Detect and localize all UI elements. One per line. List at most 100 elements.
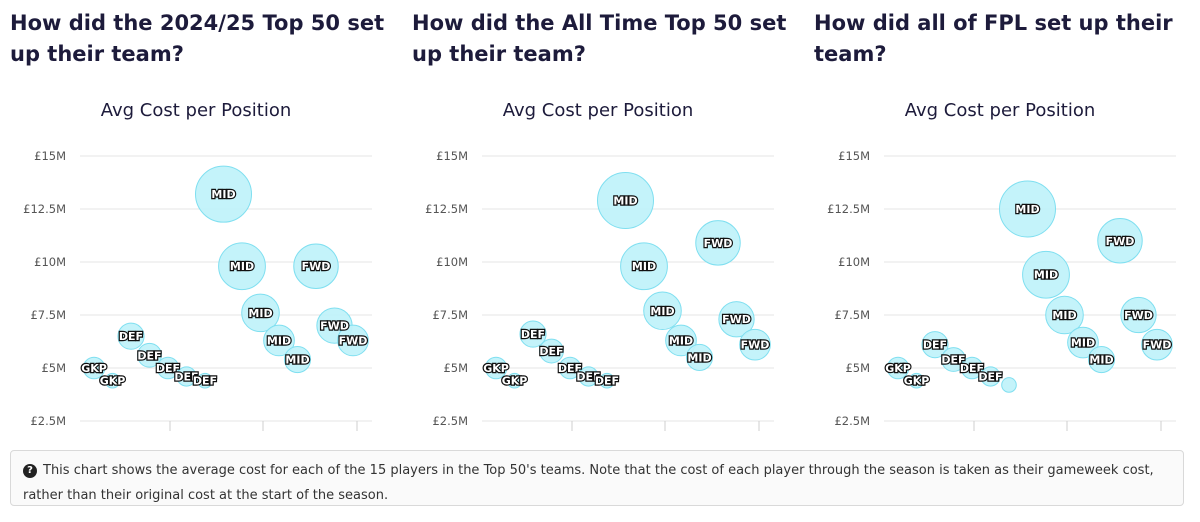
bubble-mid xyxy=(263,324,295,357)
bubble-chart: £15M£12.5M£10M£7.5M£5M£2.5MGKPGKPDEFDEFD… xyxy=(425,149,774,431)
bubble-fwd xyxy=(1097,218,1143,264)
bubble-label: DEF xyxy=(119,330,143,343)
bubble-mid xyxy=(283,345,312,374)
question-circle-icon: ? xyxy=(23,464,37,478)
chart-panel-all-fpl: How did all of FPL set up their team? Av… xyxy=(804,0,1196,440)
bubble-label: MID xyxy=(1089,354,1113,367)
bubble-chart: £15M£12.5M£10M£7.5M£5M£2.5MGKPGKPDEFDEFD… xyxy=(827,149,1176,431)
bubble-label: DEF xyxy=(960,362,984,375)
bubble-mid xyxy=(195,165,252,223)
bubble-mid xyxy=(1067,326,1099,359)
y-tick-label: £12.5M xyxy=(827,202,870,216)
chart-title: Avg Cost per Position xyxy=(502,100,694,121)
bubble-def xyxy=(137,342,162,368)
bubble-fwd xyxy=(293,243,339,289)
y-tick-label: £10M xyxy=(34,255,66,269)
bubble-label: FWD xyxy=(1124,309,1153,322)
bubble-chart: £15M£12.5M£10M£7.5M£5M£2.5MGKPGKPDEFDEFD… xyxy=(23,149,372,431)
bubble-label: MID xyxy=(1071,337,1095,350)
bubble-gkp xyxy=(908,372,925,389)
panel-title: How did all of FPL set up their team? xyxy=(814,11,1173,66)
bubble-gkp xyxy=(82,356,106,380)
y-tick-label: £12.5M xyxy=(425,202,468,216)
bubble-def xyxy=(156,356,180,380)
bubble-label: MID xyxy=(211,188,235,201)
bubble-label: MID xyxy=(669,334,693,347)
bubble-def xyxy=(176,366,197,387)
y-tick-label: £10M xyxy=(838,255,870,269)
bubble-fwd xyxy=(718,301,755,338)
bubble-mid xyxy=(620,242,668,291)
bubble-label: FWD xyxy=(704,237,733,250)
bubble-label: GKP xyxy=(502,375,528,388)
chart-title: Avg Cost per Position xyxy=(100,100,292,121)
bubble-label: FWD xyxy=(741,339,770,352)
bubble-def xyxy=(921,331,949,359)
bubble-label: FWD xyxy=(1143,339,1172,352)
bubble-mid xyxy=(1045,295,1084,335)
bubble-def xyxy=(960,356,984,380)
bubble-def xyxy=(1001,377,1017,393)
bubble-label: DEF xyxy=(174,370,198,383)
bubble-label: MID xyxy=(632,260,656,273)
bubble-label: DEF xyxy=(576,370,600,383)
bubble-label: MID xyxy=(1015,203,1039,216)
bubble-mid xyxy=(685,343,714,371)
bubble-def xyxy=(578,366,599,387)
bubble-label: DEF xyxy=(539,345,563,358)
bubble-def xyxy=(519,320,547,348)
y-tick-label: £5M xyxy=(443,361,468,375)
bubble-fwd xyxy=(337,324,369,357)
bubble-label: FWD xyxy=(339,334,368,347)
bubble-def xyxy=(197,372,213,389)
bubble-label: FWD xyxy=(722,313,751,326)
bubble-mid xyxy=(241,293,280,333)
bubble-label: DEF xyxy=(558,362,582,375)
chart-title: Avg Cost per Position xyxy=(904,100,1096,121)
y-tick-label: £2.5M xyxy=(30,414,66,428)
bubble-mid xyxy=(999,180,1056,238)
bubble-label: GKP xyxy=(885,362,911,375)
bubble-gkp xyxy=(104,372,121,389)
bubble-fwd xyxy=(739,328,771,361)
bubble-label: DEF xyxy=(595,375,619,388)
y-tick-label: £15M xyxy=(838,149,870,163)
bubble-label: FWD xyxy=(320,320,349,333)
bubble-def xyxy=(539,338,564,364)
y-tick-label: £5M xyxy=(845,361,870,375)
bubble-label: MID xyxy=(650,305,674,318)
bubble-label: MID xyxy=(687,351,711,364)
y-tick-label: £7.5M xyxy=(30,308,66,322)
bubble-def xyxy=(558,356,582,380)
bubble-mid xyxy=(1022,250,1070,299)
bubble-label: FWD xyxy=(1106,235,1135,248)
bubble-label: MID xyxy=(267,334,291,347)
bubble-label: DEF xyxy=(978,370,1002,383)
bubble-label: MID xyxy=(1034,269,1058,282)
bubble-label: DEF xyxy=(156,362,180,375)
y-tick-label: £7.5M xyxy=(432,308,468,322)
bubble-gkp xyxy=(886,356,910,380)
bubble-fwd xyxy=(1141,328,1173,361)
bubble-fwd xyxy=(1120,296,1157,334)
y-tick-label: £2.5M xyxy=(432,414,468,428)
panel-title: How did the All Time Top 50 set up their… xyxy=(412,11,787,66)
y-tick-label: £15M xyxy=(436,149,468,163)
panel-title: How did the 2024/25 Top 50 set up their … xyxy=(10,11,385,66)
bubble-mid xyxy=(643,291,682,331)
y-tick-label: £12.5M xyxy=(23,202,66,216)
bubble-label: GKP xyxy=(904,375,930,388)
bubble-label: MID xyxy=(230,260,254,273)
bubble-gkp xyxy=(484,356,508,380)
bubble-label: DEF xyxy=(941,354,965,367)
bubble-label: DEF xyxy=(521,328,545,341)
bubble-label: DEF xyxy=(137,349,161,362)
bubble-label: MID xyxy=(248,307,272,320)
bubble-gkp xyxy=(506,372,523,389)
bubble-label: MID xyxy=(285,354,309,367)
bubble-fwd xyxy=(695,220,741,266)
y-tick-label: £15M xyxy=(34,149,66,163)
y-tick-label: £10M xyxy=(436,255,468,269)
chart-note: ? This chart shows the average cost for e… xyxy=(10,450,1184,506)
bubble-label: MID xyxy=(613,195,637,208)
